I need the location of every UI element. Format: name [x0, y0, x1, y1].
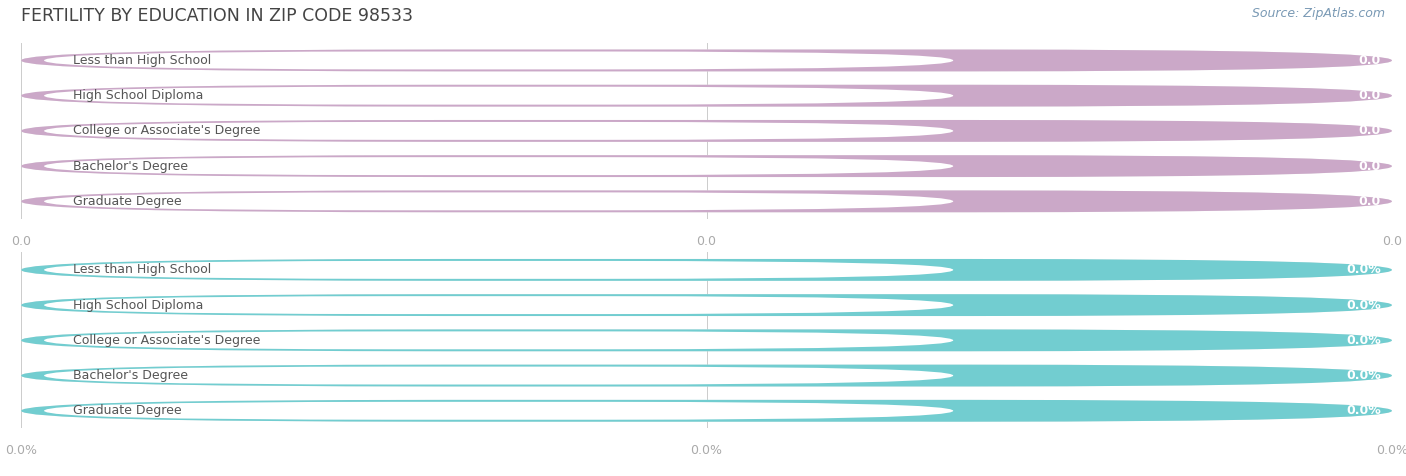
- FancyBboxPatch shape: [21, 50, 1392, 71]
- FancyBboxPatch shape: [21, 50, 1392, 71]
- Text: 0.0: 0.0: [1358, 195, 1381, 208]
- Text: Bachelor's Degree: Bachelor's Degree: [73, 159, 188, 173]
- FancyBboxPatch shape: [21, 120, 1392, 142]
- Text: Graduate Degree: Graduate Degree: [73, 195, 181, 208]
- FancyBboxPatch shape: [21, 365, 1392, 387]
- FancyBboxPatch shape: [21, 85, 1392, 107]
- Text: College or Associate's Degree: College or Associate's Degree: [73, 334, 260, 347]
- FancyBboxPatch shape: [44, 331, 953, 349]
- Text: High School Diploma: High School Diploma: [73, 89, 204, 102]
- Text: Less than High School: Less than High School: [73, 263, 211, 277]
- Text: 0.0: 0.0: [1382, 235, 1402, 248]
- Text: 0.0%: 0.0%: [1346, 298, 1381, 312]
- FancyBboxPatch shape: [21, 259, 1392, 281]
- Text: Less than High School: Less than High School: [73, 54, 211, 67]
- Text: 0.0: 0.0: [696, 235, 717, 248]
- FancyBboxPatch shape: [44, 122, 953, 140]
- FancyBboxPatch shape: [21, 294, 1392, 316]
- Text: 0.0: 0.0: [1358, 159, 1381, 173]
- FancyBboxPatch shape: [44, 296, 953, 314]
- Text: 0.0: 0.0: [11, 235, 31, 248]
- FancyBboxPatch shape: [21, 400, 1392, 422]
- FancyBboxPatch shape: [21, 120, 1392, 142]
- FancyBboxPatch shape: [21, 294, 1392, 316]
- FancyBboxPatch shape: [44, 367, 953, 385]
- Text: 0.0%: 0.0%: [1346, 334, 1381, 347]
- FancyBboxPatch shape: [21, 329, 1392, 351]
- Text: 0.0: 0.0: [1358, 54, 1381, 67]
- Text: High School Diploma: High School Diploma: [73, 298, 204, 312]
- Text: 0.0%: 0.0%: [6, 444, 37, 457]
- FancyBboxPatch shape: [21, 190, 1392, 212]
- FancyBboxPatch shape: [44, 261, 953, 279]
- Text: 0.0%: 0.0%: [690, 444, 723, 457]
- FancyBboxPatch shape: [21, 365, 1392, 387]
- FancyBboxPatch shape: [44, 157, 953, 175]
- FancyBboxPatch shape: [44, 51, 953, 69]
- FancyBboxPatch shape: [21, 329, 1392, 351]
- FancyBboxPatch shape: [44, 87, 953, 105]
- FancyBboxPatch shape: [21, 155, 1392, 177]
- Text: 0.0%: 0.0%: [1346, 263, 1381, 277]
- FancyBboxPatch shape: [44, 192, 953, 210]
- Text: 0.0%: 0.0%: [1346, 369, 1381, 382]
- Text: FERTILITY BY EDUCATION IN ZIP CODE 98533: FERTILITY BY EDUCATION IN ZIP CODE 98533: [21, 7, 413, 25]
- FancyBboxPatch shape: [21, 155, 1392, 177]
- FancyBboxPatch shape: [21, 259, 1392, 281]
- FancyBboxPatch shape: [21, 190, 1392, 212]
- Text: Source: ZipAtlas.com: Source: ZipAtlas.com: [1251, 7, 1385, 20]
- Text: Bachelor's Degree: Bachelor's Degree: [73, 369, 188, 382]
- Text: Graduate Degree: Graduate Degree: [73, 404, 181, 417]
- Text: 0.0: 0.0: [1358, 89, 1381, 102]
- FancyBboxPatch shape: [44, 402, 953, 420]
- Text: 0.0%: 0.0%: [1346, 404, 1381, 417]
- Text: 0.0%: 0.0%: [1376, 444, 1406, 457]
- Text: College or Associate's Degree: College or Associate's Degree: [73, 124, 260, 138]
- FancyBboxPatch shape: [21, 85, 1392, 107]
- Text: 0.0: 0.0: [1358, 124, 1381, 138]
- FancyBboxPatch shape: [21, 400, 1392, 422]
